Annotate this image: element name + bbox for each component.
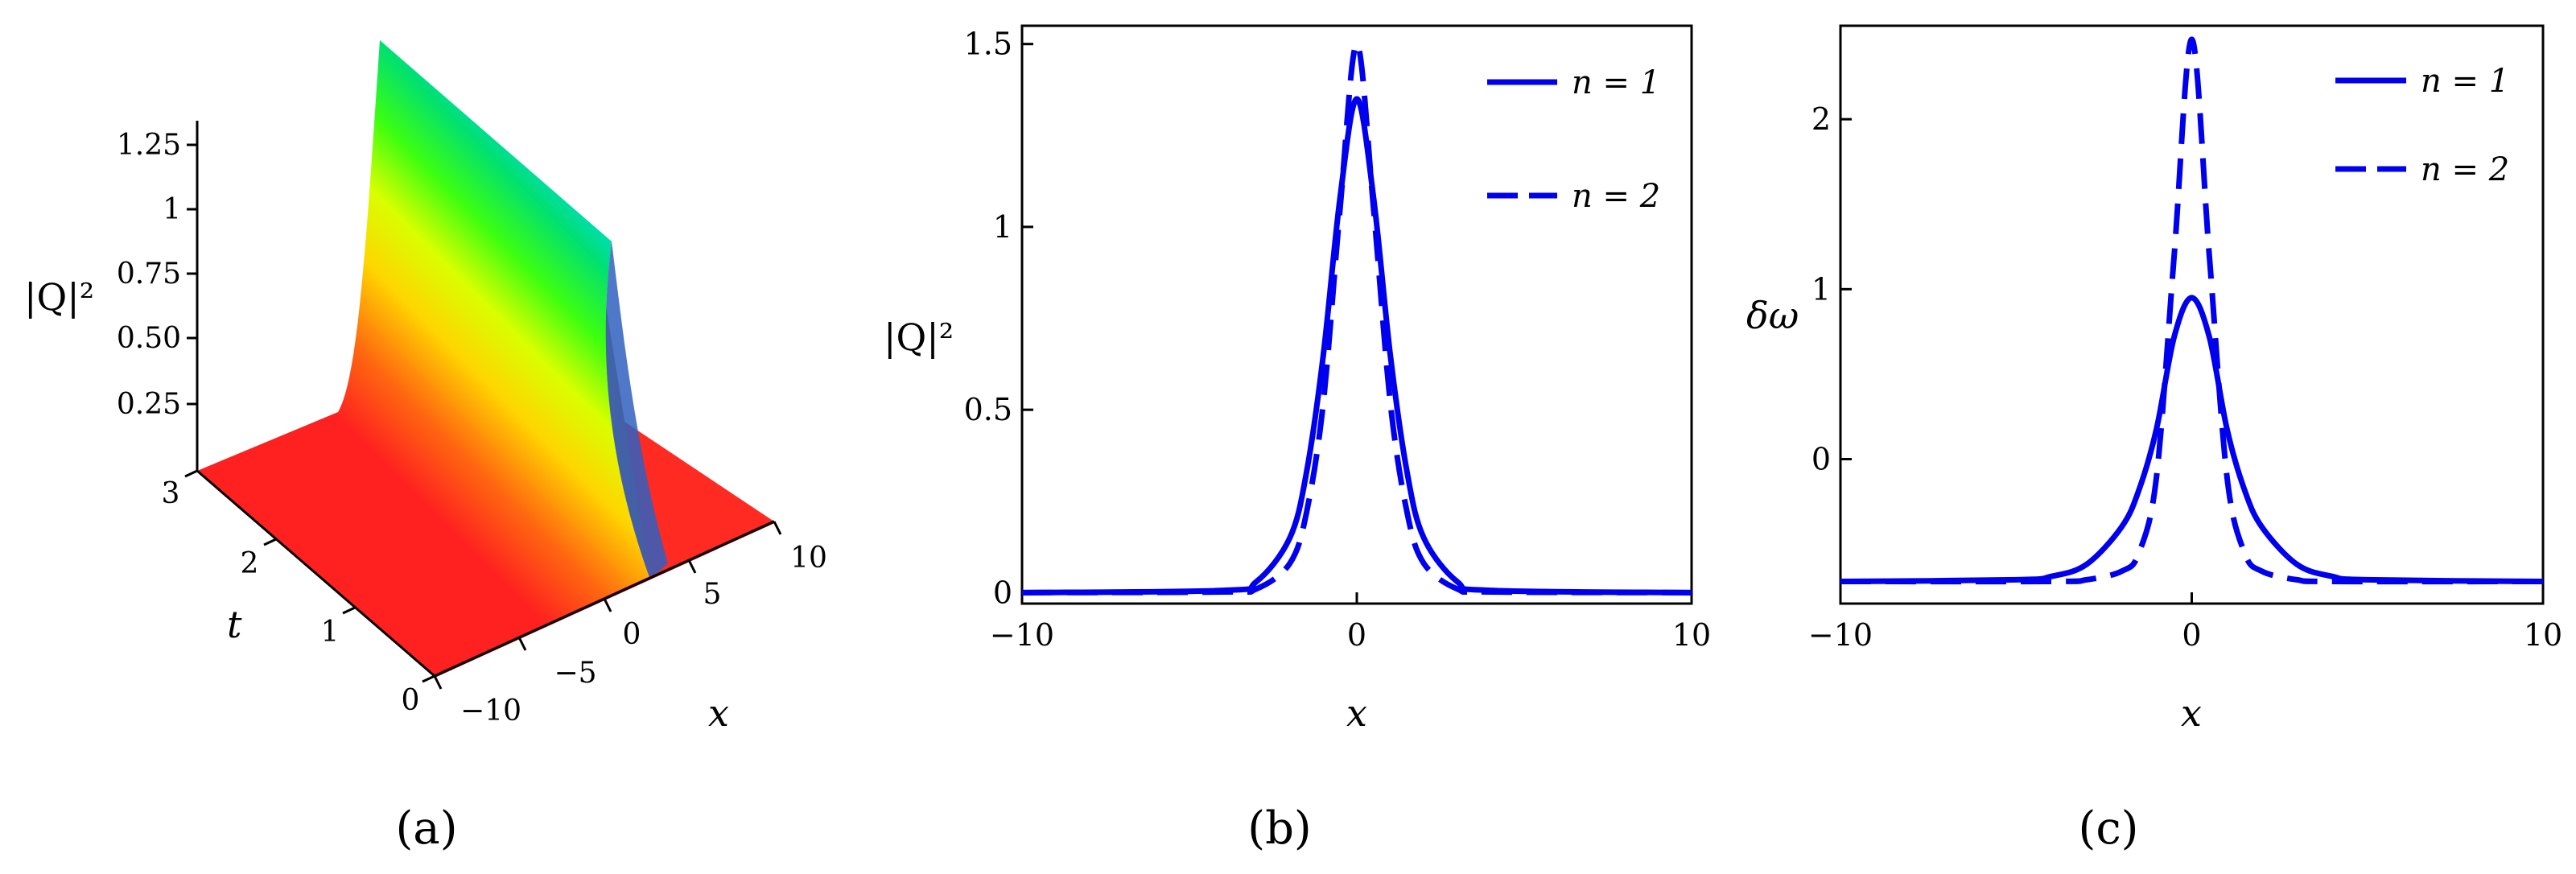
t-axis-label: t xyxy=(227,603,242,646)
z-tick-label: 0.25 xyxy=(117,388,181,421)
x-axis-label: x xyxy=(1346,691,1367,735)
x-tick-label: −5 xyxy=(554,657,596,690)
y-axis-label: |Q|² xyxy=(884,315,954,359)
series-line-n2 xyxy=(1021,41,1692,596)
surface-ridge-front xyxy=(197,40,650,676)
surface-ridge-side xyxy=(605,241,668,579)
x-tick-label: 0 xyxy=(1347,617,1366,653)
y-tick-label: 1 xyxy=(993,209,1012,245)
panel-label-a: (a) xyxy=(395,802,457,855)
x-tick-label: −10 xyxy=(990,617,1054,653)
x-tick-label: −10 xyxy=(460,695,521,728)
x-tick-label: 5 xyxy=(703,578,722,611)
z-tick-label: 1.25 xyxy=(117,129,181,162)
series-line-n1 xyxy=(1021,96,1692,596)
y-axis-label: δω xyxy=(1746,294,1799,337)
panel-c-line-plot: 0 1 2 −10 0 10 δω x n = 1 n = 2 (c) xyxy=(1746,24,2562,855)
series-line-n2 xyxy=(1840,36,2544,585)
legend-label-n2: n = 2 xyxy=(2421,151,2509,188)
plot-frame xyxy=(1839,24,2545,605)
legend-label-n1: n = 1 xyxy=(2421,63,2509,100)
x-tick-label: 0 xyxy=(623,618,641,651)
z-tick-label: 1 xyxy=(163,193,181,226)
y-tick-label: 1.5 xyxy=(964,27,1012,62)
t-axis-line xyxy=(196,469,435,678)
panel-label-b: (b) xyxy=(1247,802,1312,855)
z-tick-label: 0.75 xyxy=(117,258,181,291)
y-tick-label: 2 xyxy=(1811,101,1831,137)
t-tick-label: 3 xyxy=(162,477,180,510)
t-tick-label: 2 xyxy=(241,547,259,580)
panel-a-surface-plot: 0.25 0.50 0.75 1 1.25 |Q|² 0 1 2 3 t −10… xyxy=(24,40,827,855)
x-tick-label: −10 xyxy=(1808,617,1873,653)
x-tick-label: 0 xyxy=(2182,617,2201,653)
legend-label-n2: n = 2 xyxy=(1572,178,1660,215)
y-tick-marks xyxy=(1022,43,1033,594)
t-tick-label: 1 xyxy=(321,616,340,649)
plot-frame xyxy=(1020,24,1693,605)
x-axis-label: x xyxy=(2181,691,2202,735)
x-axis-label-3d: x xyxy=(708,691,729,735)
y-tick-label: 0.5 xyxy=(964,392,1012,427)
y-tick-label: 0 xyxy=(993,575,1012,610)
x-tick-label: 10 xyxy=(2524,617,2562,653)
panel-label-c: (c) xyxy=(2078,802,2138,855)
y-tick-marks xyxy=(1840,117,1852,460)
x-tick-marks xyxy=(1020,592,1693,604)
series-line-n1 xyxy=(1840,295,2544,584)
y-tick-label: 1 xyxy=(1811,271,1831,307)
z-axis-label: |Q|² xyxy=(24,275,94,319)
x-tick-label: 10 xyxy=(1672,617,1711,653)
z-tick-label: 0.50 xyxy=(117,322,181,355)
legend-label-n1: n = 1 xyxy=(1572,64,1660,101)
x-tick-label: 10 xyxy=(790,542,827,575)
t-tick-label: 0 xyxy=(402,684,420,717)
y-tick-label: 0 xyxy=(1811,442,1831,477)
x-tick-marks xyxy=(1839,592,2545,604)
panel-b-line-plot: 0 0.5 1 1.5 −10 0 10 |Q|² x n = 1 n = 2 … xyxy=(884,24,1711,855)
